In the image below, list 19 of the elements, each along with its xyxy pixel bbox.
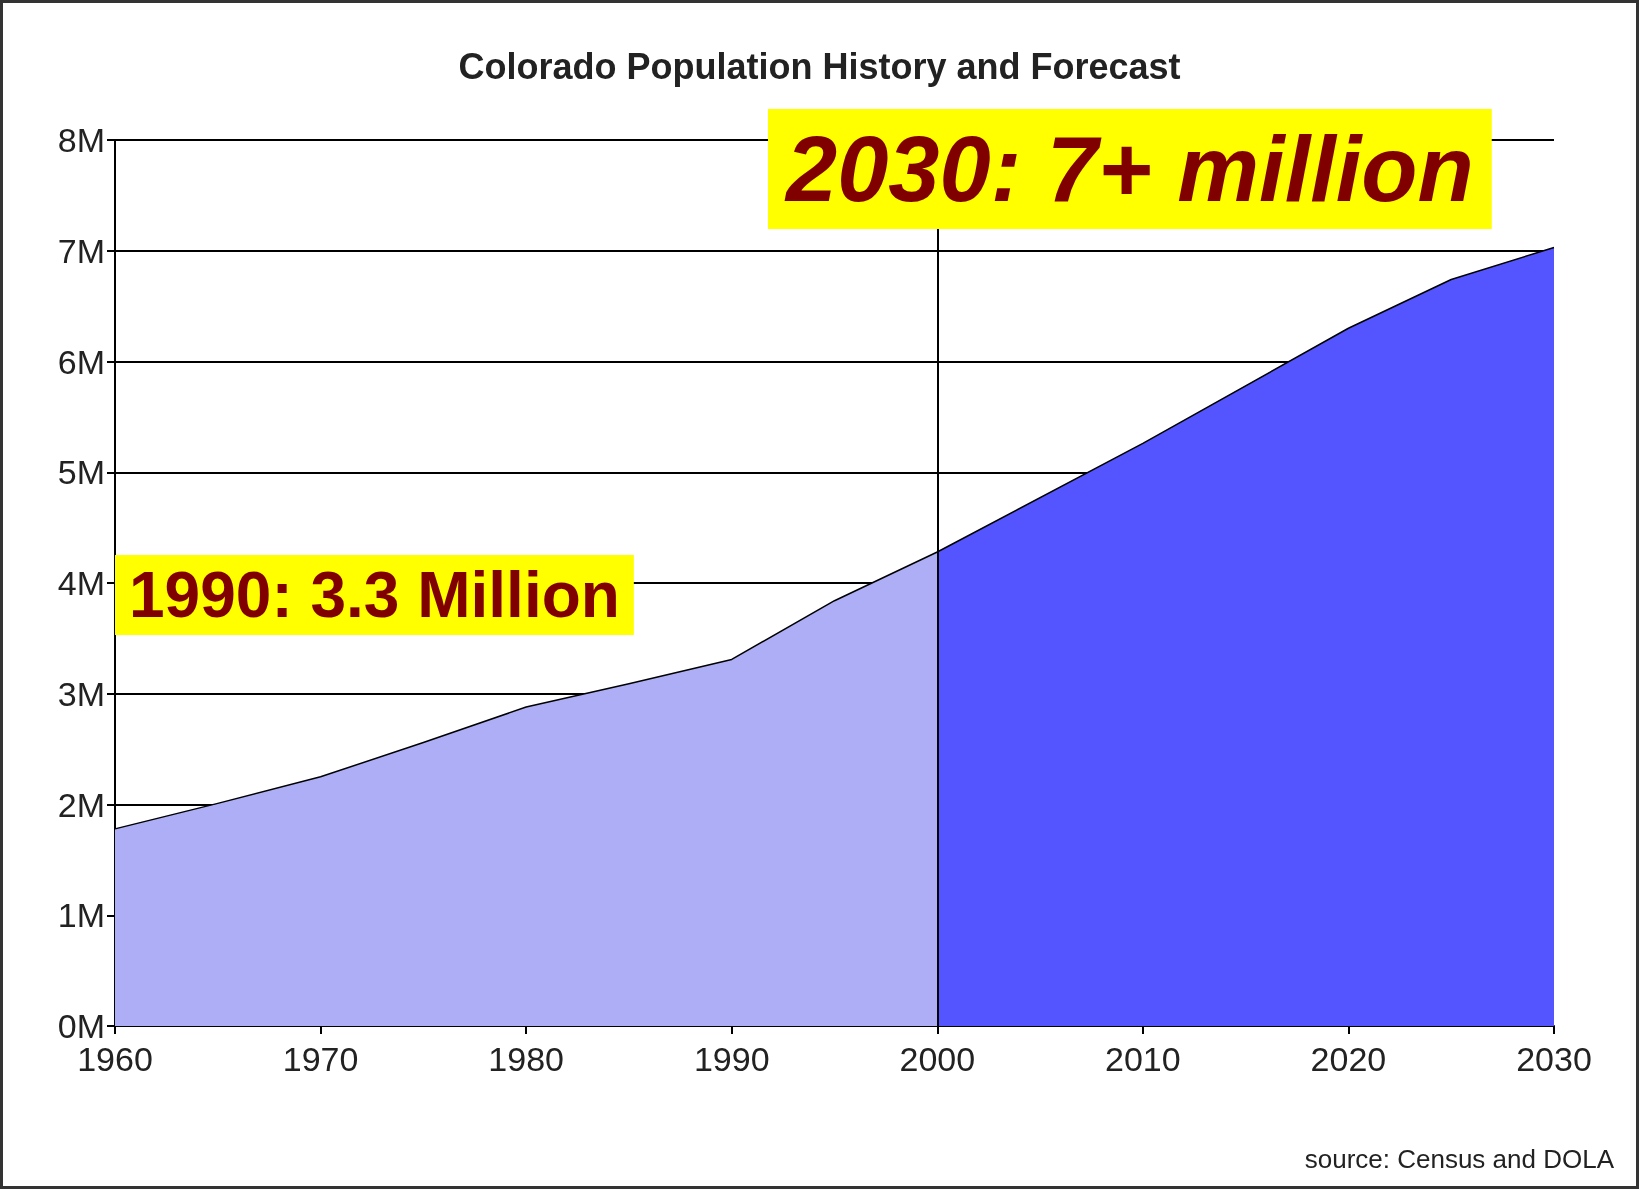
y-tick-label: 2M (57, 785, 105, 824)
y-tick-label: 4M (57, 564, 105, 602)
annotation: 1990: 3.3 Million (129, 559, 620, 631)
y-tick-label: 6M (57, 342, 105, 381)
y-tick-label: 8M (57, 121, 105, 159)
x-tick-label: 1970 (282, 1040, 359, 1078)
y-tick-label: 7M (57, 231, 105, 270)
y-tick-label: 1M (57, 896, 105, 935)
x-tick-label: 2020 (1310, 1040, 1387, 1078)
x-tick-label: 2030 (1516, 1040, 1592, 1078)
source-note: source: Census and DOLA (1304, 1144, 1615, 1174)
x-tick-label: 2010 (1105, 1040, 1181, 1078)
y-tick-label: 3M (57, 674, 105, 713)
y-tick-label: 5M (57, 453, 105, 492)
x-tick-label: 1990 (693, 1040, 770, 1078)
annotation: 2030: 7+ million (784, 118, 1474, 220)
x-tick-label: 1980 (488, 1040, 564, 1078)
x-tick-label: 2000 (899, 1040, 976, 1078)
chart-title: Colorado Population History and Forecast (458, 45, 1181, 87)
